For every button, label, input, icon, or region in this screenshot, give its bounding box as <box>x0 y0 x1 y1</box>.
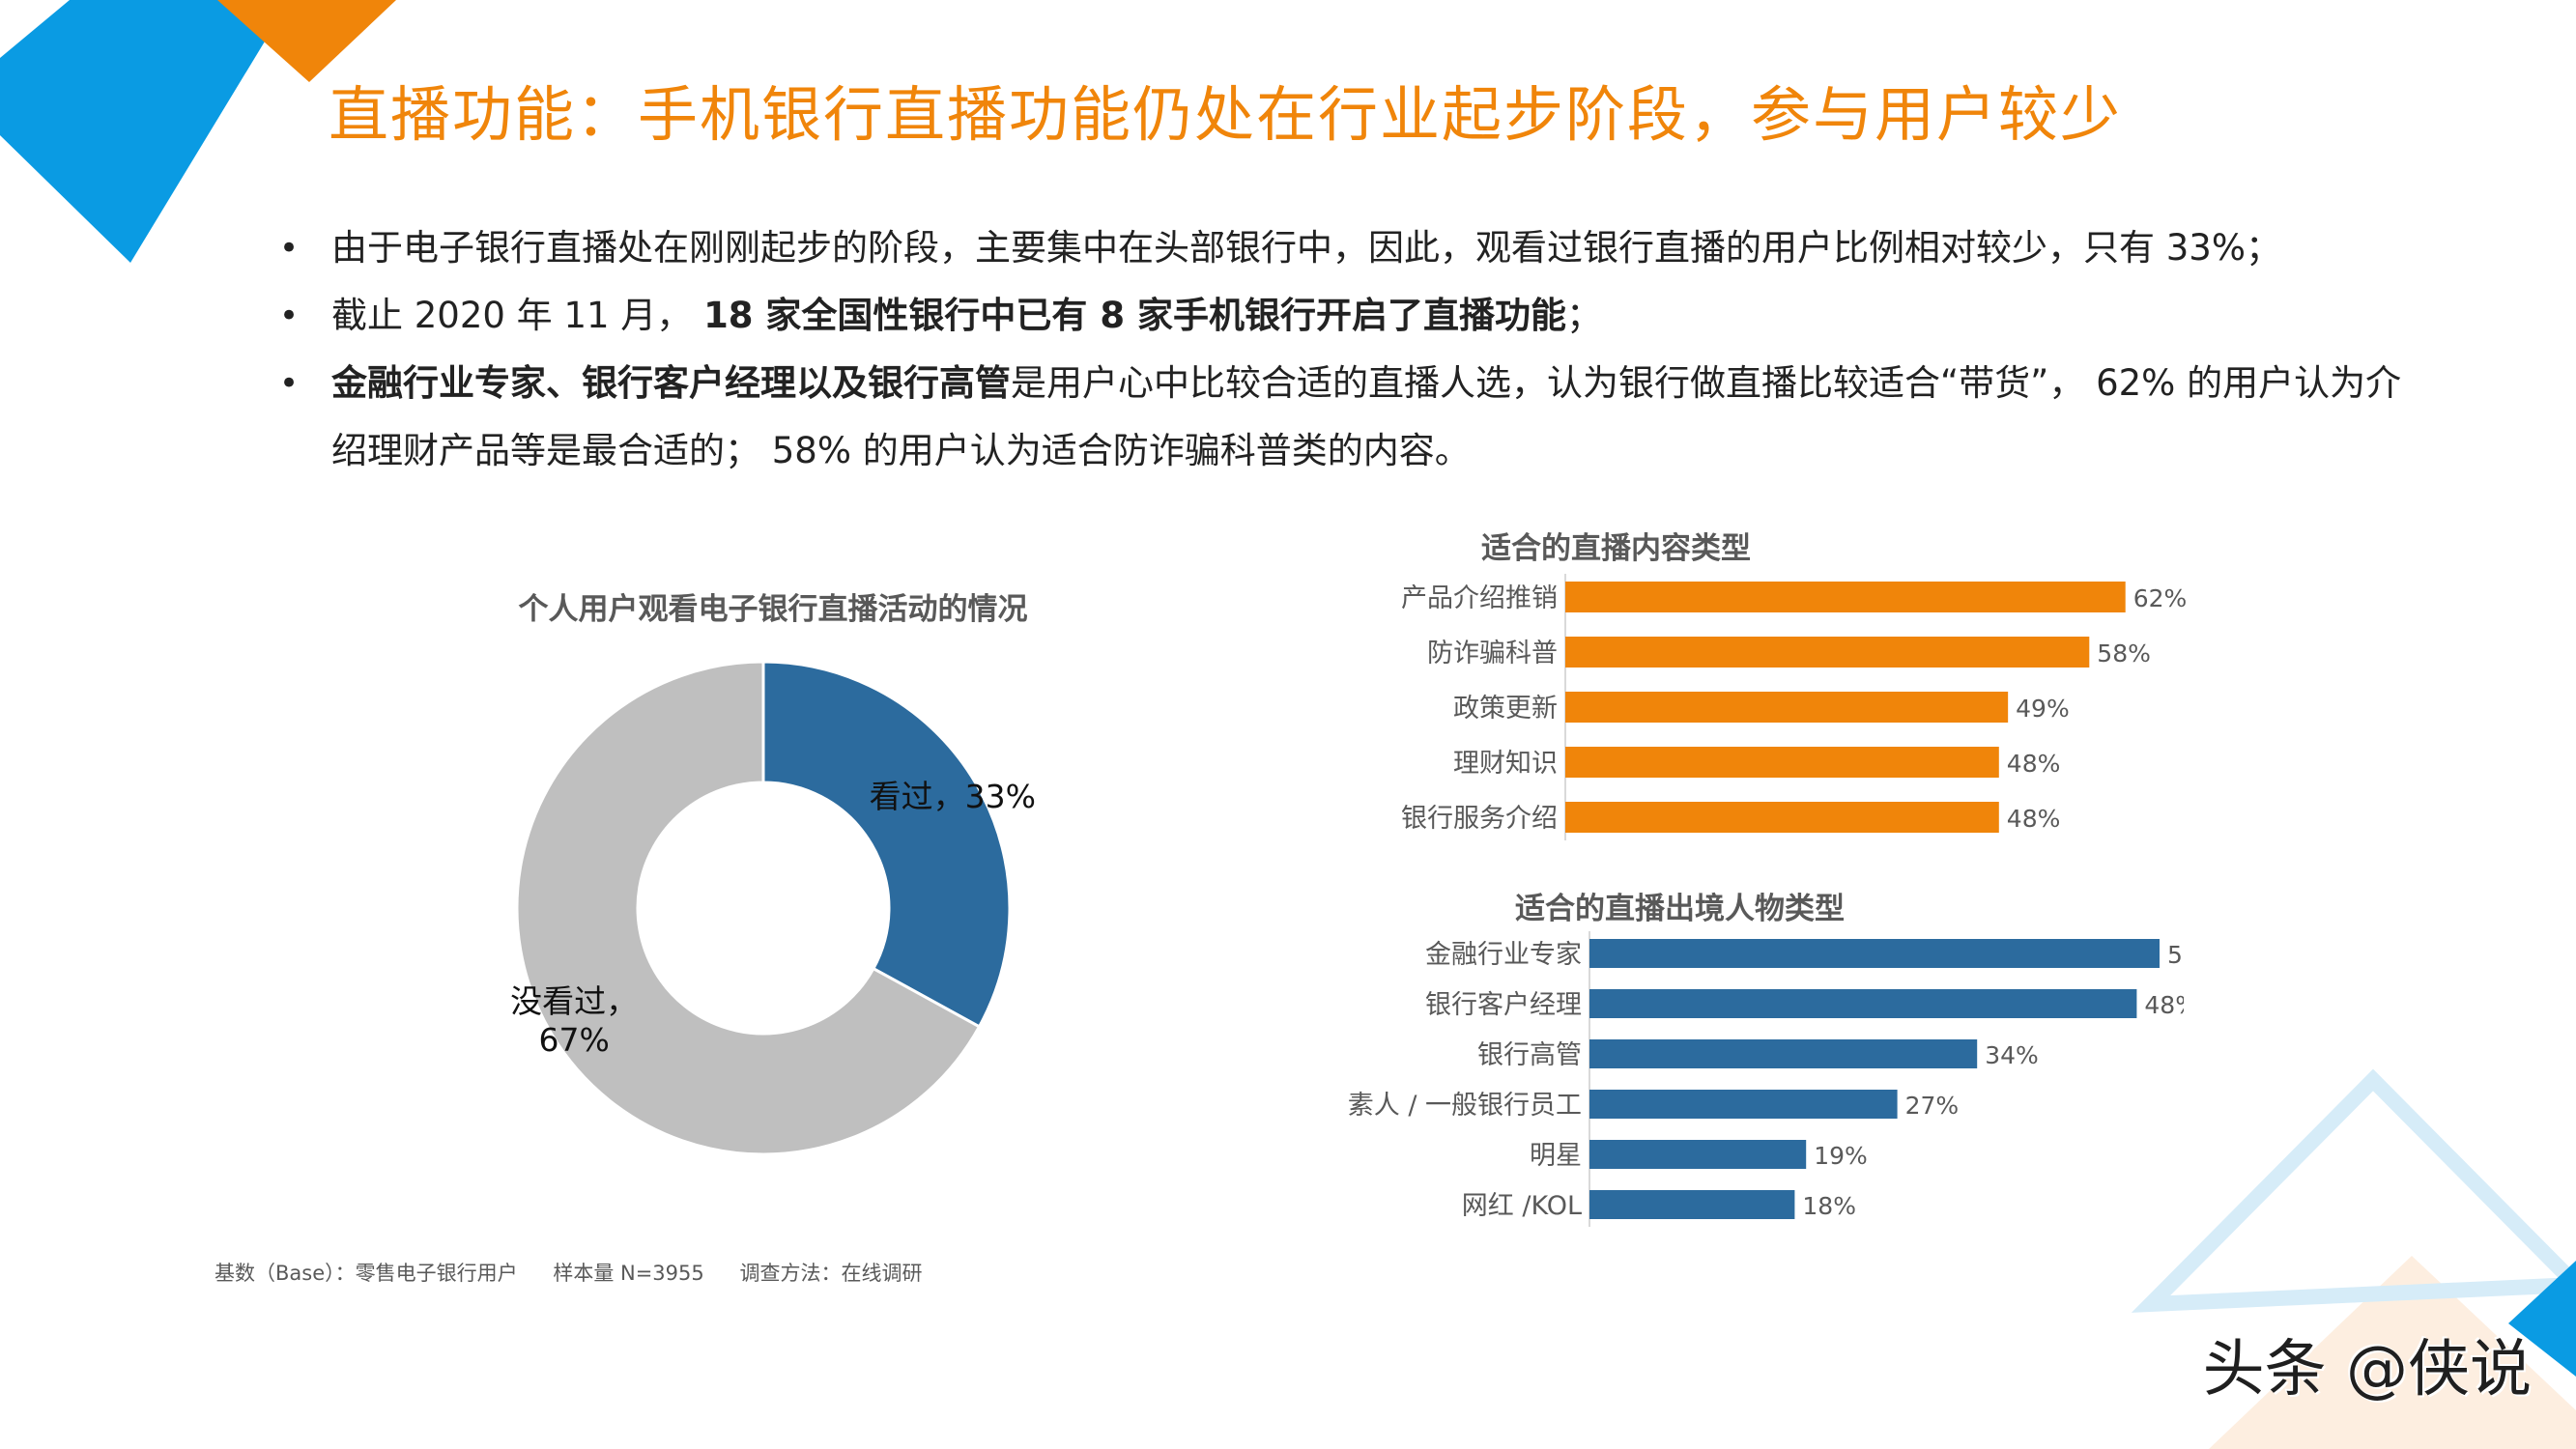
bar <box>1565 637 2090 668</box>
donut-slice-1 <box>515 660 982 1156</box>
bullet-dot: • <box>279 364 300 403</box>
bullet-dot: • <box>279 297 300 335</box>
donut-chart: 看过，33% 没看过，67% <box>510 660 1036 1156</box>
bullet-list: • 由于电子银行直播处在刚刚起步的阶段，主要集中在头部银行中，因此，观看过银行直播… <box>275 214 2430 485</box>
value-label: 27% <box>1905 1092 1960 1120</box>
footnote-base: 基数（Base）：零售电子银行用户 <box>215 1262 518 1285</box>
value-label: 48% <box>2007 750 2061 778</box>
value-label: 19% <box>1814 1142 1868 1170</box>
category-label: 网红 /KOL <box>1462 1191 1582 1221</box>
bullet-text: 18 家全国性银行中已有 8 家手机银行开启了直播功能 <box>703 295 1566 336</box>
page-title: 直播功能：手机银行直播功能仍处在行业起步阶段，参与用户较少 <box>329 79 2123 150</box>
bar <box>1565 692 2009 723</box>
bullet-item: • 截止 2020 年 11 月， 18 家全国性银行中已有 8 家手机银行开启了… <box>275 282 2430 350</box>
content-type-bar-chart: 产品介绍推销 62% 防诈骗科普 58% 政策更新 49% 理财知识 48% 银行服务介绍 48% <box>1401 574 2188 840</box>
bullet-item: • 由于电子银行直播处在刚刚起步的阶段，主要集中在头部银行中，因此，观看过银行直播… <box>275 214 2430 282</box>
footnote-sample: 样本量 N=3955 <box>553 1262 704 1285</box>
bullet-dot: • <box>279 229 300 268</box>
bar <box>1589 1190 1795 1219</box>
bar <box>1589 1039 1978 1068</box>
bar <box>1589 1140 1807 1169</box>
category-label: 防诈骗科普 <box>1427 639 1558 668</box>
donut-slice-0 <box>761 660 1012 1029</box>
corner-decoration-top-left <box>0 0 396 263</box>
category-label: 银行服务介绍 <box>1401 804 1558 834</box>
donut-label: 没看过， <box>510 982 638 1020</box>
category-label: 银行高管 <box>1477 1040 1582 1070</box>
bar <box>1565 582 2126 612</box>
category-label: 银行客户经理 <box>1425 990 1582 1020</box>
donut-label: 67% <box>539 1021 610 1059</box>
bullet-text: 是用户心中比较合适的直播人选，认为银行做直播比较适合“带货”， 62% 的用户认… <box>331 362 2402 471</box>
bullet-text: 由于电子银行直播处在刚刚起步的阶段，主要集中在头部银行中，因此，观看过银行直播的… <box>331 227 2281 269</box>
corner-decoration-bottom-right <box>2132 1068 2576 1449</box>
presenter-type-chart-title: 适合的直播出境人物类型 <box>1515 892 1845 926</box>
footnote-method: 调查方法：在线调研 <box>739 1262 923 1285</box>
value-label: 58% <box>2097 639 2151 668</box>
value-label: 48% <box>2007 805 2061 833</box>
category-label: 理财知识 <box>1453 749 1558 779</box>
bullet-text: 金融行业专家、银行客户经理以及银行高管 <box>331 362 1011 404</box>
bar <box>1589 1090 1898 1119</box>
category-label: 金融行业专家 <box>1425 940 1582 970</box>
content-type-chart-title: 适合的直播内容类型 <box>1481 531 1751 566</box>
category-label: 政策更新 <box>1453 694 1558 724</box>
category-label: 产品介绍推销 <box>1401 583 1558 613</box>
bullet-item: • 金融行业专家、银行客户经理以及银行高管是用户心中比较合适的直播人选，认为银行做… <box>275 350 2430 485</box>
value-label: 34% <box>1985 1041 2039 1069</box>
bar <box>1589 939 2160 968</box>
category-label: 明星 <box>1530 1141 1582 1171</box>
value-label: 49% <box>2016 695 2070 723</box>
value-label: 62% <box>2133 584 2188 612</box>
value-label: 48% <box>2144 991 2184 1019</box>
presenter-type-bar-chart: 金融行业专家 50% 银行客户经理 48% 银行高管 34% 素人 / 一般银行员工 27% 明… <box>1348 931 2184 1227</box>
bar <box>1589 989 2137 1018</box>
watermark: 头条 @侠说 <box>2202 1334 2532 1406</box>
donut-label: 看过，33% <box>870 778 1036 815</box>
bullet-text: ； <box>1565 295 1602 336</box>
category-label: 素人 / 一般银行员工 <box>1348 1091 1582 1121</box>
value-label: 50% <box>2167 941 2184 969</box>
bullet-text: 截止 2020 年 11 月， <box>331 295 704 336</box>
donut-chart-title: 个人用户观看电子银行直播活动的情况 <box>518 592 1028 627</box>
footnote: 基数（Base）：零售电子银行用户 样本量 N=3955 调查方法：在线调研 <box>215 1258 951 1287</box>
bar <box>1565 747 1999 778</box>
value-label: 18% <box>1802 1192 1856 1220</box>
bar <box>1565 802 1999 833</box>
